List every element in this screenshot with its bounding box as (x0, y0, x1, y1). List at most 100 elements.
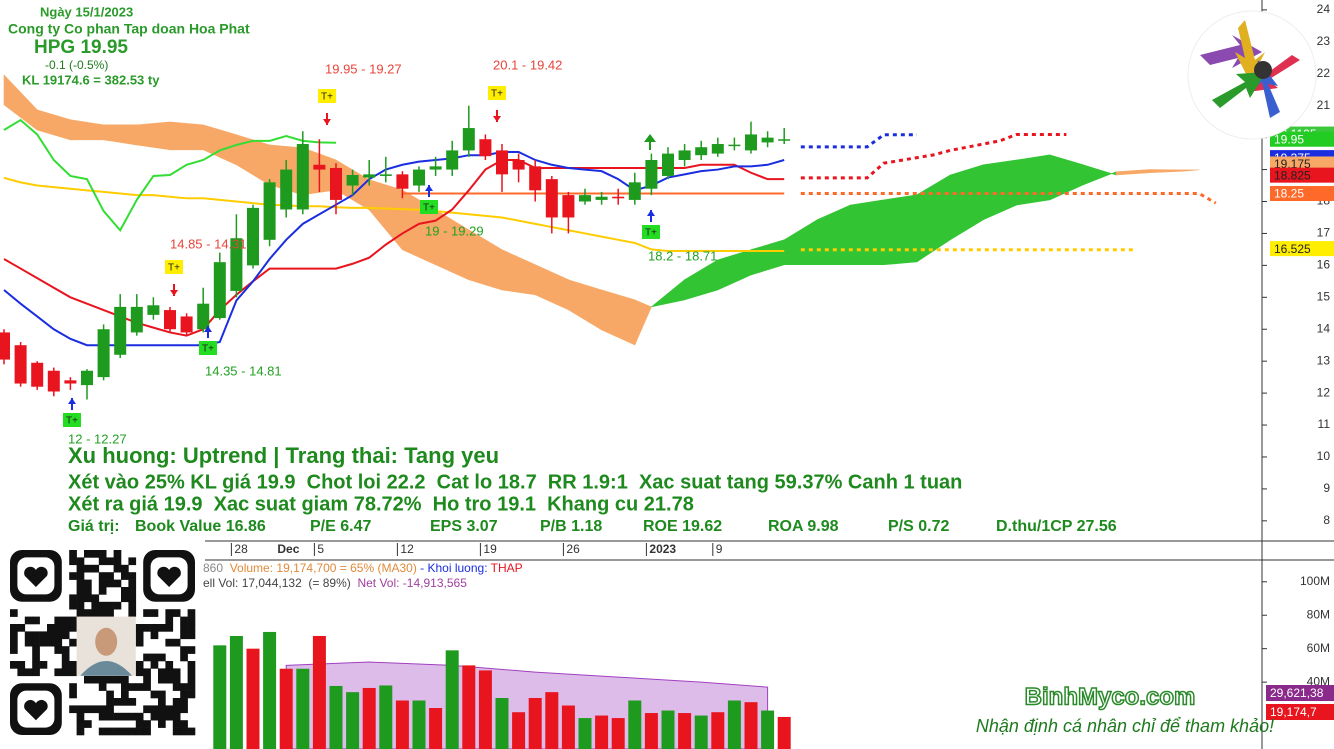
y-tick-label: 21 (1317, 98, 1331, 112)
qr-module (180, 624, 188, 632)
qr-module (98, 675, 107, 684)
volume-bar (246, 648, 260, 749)
qr-module (91, 609, 100, 617)
y-tick-label: 13 (1317, 353, 1331, 367)
qr-module (187, 631, 196, 640)
qr-module (172, 698, 181, 706)
y-tick-label: 11 (1318, 417, 1331, 431)
qr-module (143, 653, 151, 662)
candle-body (446, 150, 459, 170)
candle-body (197, 303, 210, 330)
qr-module (10, 638, 18, 647)
volume-bar (412, 700, 426, 749)
qr-module (47, 631, 55, 640)
qr-module (121, 564, 129, 573)
qr-module (113, 564, 122, 573)
candle-body (47, 370, 60, 392)
qr-module (76, 587, 85, 595)
qr-module (54, 631, 63, 640)
volume-tick-label: 80M (1307, 607, 1330, 621)
price-annotation: 14.35 - 14.81 (205, 363, 282, 378)
candle-body (662, 153, 674, 176)
qr-module (69, 601, 77, 610)
qr-module (180, 631, 188, 640)
qr-module (113, 727, 122, 736)
qr-module (187, 683, 196, 691)
volume-bar (595, 715, 609, 749)
qr-module (143, 624, 151, 632)
candle-body (695, 147, 708, 156)
signal-box (165, 260, 183, 274)
qr-module (24, 668, 33, 677)
qr-module (76, 705, 85, 714)
qr-module (76, 564, 85, 573)
candle-body (213, 262, 226, 319)
signal-arrow-head (493, 116, 501, 122)
qr-module (76, 720, 85, 728)
qr-code (6, 546, 202, 749)
qr-module (69, 683, 77, 691)
price-label: 19.95 (1274, 132, 1304, 146)
qr-module (113, 601, 122, 610)
volume-bar (711, 712, 725, 749)
candle-body (247, 207, 259, 266)
volume-side-label: 29,621,38 (1270, 686, 1324, 700)
qr-module (10, 631, 18, 640)
qr-module (135, 638, 144, 647)
site: BinhMyco.com (1025, 683, 1196, 710)
signal-arrow-head (647, 210, 655, 216)
qr-module (113, 550, 122, 558)
volume-bar (777, 716, 791, 749)
signal-box (199, 341, 217, 355)
qr-module (98, 587, 107, 595)
cloud-segment (1016, 154, 1051, 206)
qr-module (165, 668, 174, 677)
qr-module (10, 646, 18, 654)
qr-module (106, 690, 114, 699)
price-label-box (1270, 186, 1334, 202)
qr-module (69, 550, 77, 558)
qr-module (128, 594, 137, 603)
volume-bar (694, 715, 708, 749)
candle-body (330, 167, 342, 200)
qr-module (76, 727, 85, 736)
cloud-segment (850, 199, 885, 266)
qr-heart (157, 566, 181, 587)
volume-bar (379, 685, 393, 749)
qr-module (150, 690, 159, 699)
qr-module (180, 698, 188, 706)
signal-box (63, 413, 81, 427)
signal-box (642, 225, 660, 239)
annotation-layer: 19.95 - 19.27 20.1 - 19.42 14.85 - 14.31 14… (63, 57, 717, 446)
qr-module (150, 624, 159, 632)
candle-body (396, 174, 409, 189)
qr-module (54, 646, 63, 654)
volume-summary: KL 19174.6 = 382.53 ty (22, 72, 160, 87)
qr-module (76, 557, 85, 566)
metrics-label: Giá trị: (68, 518, 120, 535)
logo (1187, 10, 1317, 140)
qr-module (69, 668, 77, 677)
signal-label: T+ (645, 228, 657, 239)
qr-module (128, 712, 137, 721)
metric: Book Value 16.86 (135, 518, 266, 535)
volume-bar (578, 718, 592, 749)
qr-module (61, 646, 70, 654)
qr-module (180, 616, 188, 625)
qr-module (113, 712, 122, 721)
qr-module (84, 705, 92, 714)
volume-bar (478, 670, 492, 749)
month-label: Dec (277, 542, 299, 556)
volume-bar (213, 645, 227, 749)
qr-module (91, 705, 100, 714)
qr-module (150, 661, 159, 669)
qr-module (187, 661, 196, 669)
metric: ROE 19.62 (643, 518, 722, 535)
qr-module (121, 594, 129, 603)
metrics: Book Value 16.86 P/E 6.47 EPS 3.07 P/B 1.18… (135, 518, 1117, 535)
volume-bar (229, 635, 243, 749)
candle-body (479, 139, 492, 157)
qr-module (10, 609, 18, 617)
signal-arrow-head (204, 326, 212, 332)
volume-layer: 40M 60M 80M 100M 860 Volume: 19,174,700 = 65… (203, 561, 1334, 749)
